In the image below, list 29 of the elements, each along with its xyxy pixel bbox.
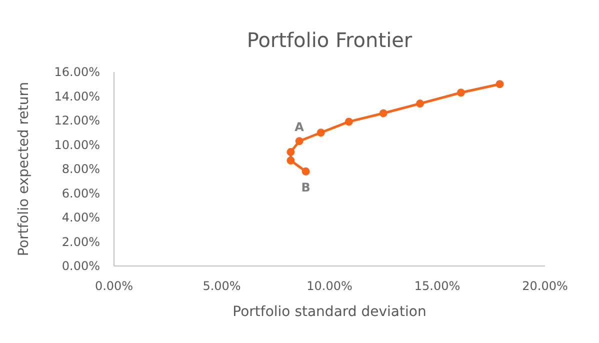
y-tick-label: 0.00% [62, 259, 100, 274]
point [456, 88, 465, 97]
point [416, 100, 424, 108]
y-tick-label: 14.00% [54, 89, 100, 104]
point [316, 128, 325, 137]
x-tick-label: 5.00% [202, 279, 241, 293]
y-tick-label: 6.00% [62, 186, 100, 200]
x-tick-label: 20.00% [522, 279, 568, 293]
point [295, 137, 304, 146]
point [344, 118, 353, 126]
x-tick-label: 0.00% [94, 279, 134, 293]
point [286, 156, 295, 165]
y-tick-label: 4.00% [62, 210, 100, 225]
chart-title: Portfolio Frontier [246, 28, 413, 52]
x-tick-label: 15.00% [414, 279, 460, 293]
annotation: A [294, 120, 305, 134]
point [286, 148, 295, 156]
y-axis-title: Portfolio expected return [16, 82, 32, 256]
point [379, 109, 388, 118]
y-tick-label: 10.00% [54, 138, 100, 152]
y-tick-label: 16.00% [54, 65, 100, 80]
y-tick-label: 2.00% [62, 234, 100, 249]
x-axis-title: Portfolio standard deviation [232, 304, 426, 320]
y-tick-label: 8.00% [62, 162, 100, 176]
y-tick-label: 12.00% [54, 114, 100, 128]
point [302, 167, 310, 176]
x-tick-label: 10.00% [306, 279, 352, 293]
point [496, 80, 504, 88]
annotation: B [301, 180, 310, 194]
